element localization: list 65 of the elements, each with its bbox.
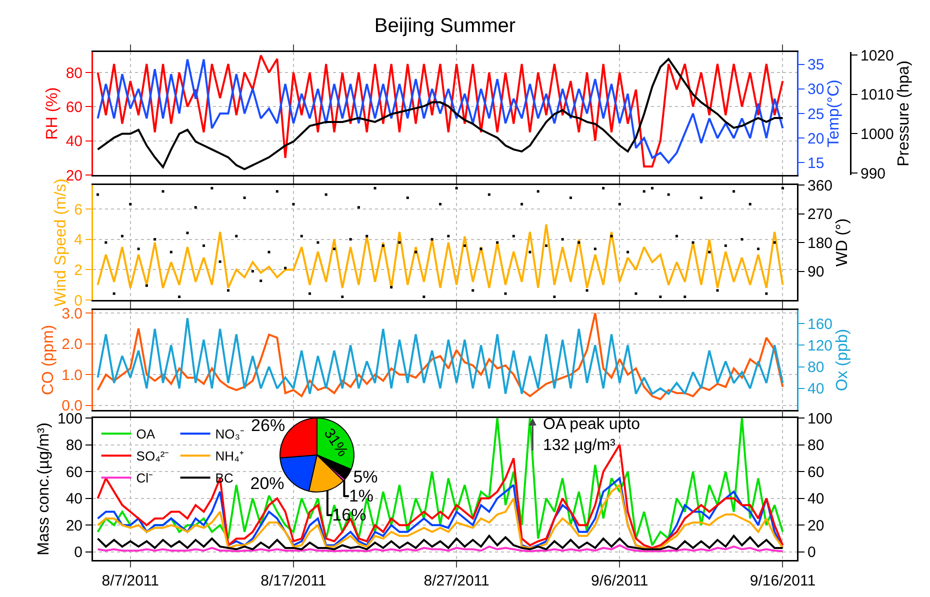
- y2-axis-title: Ox (ppb): [834, 328, 851, 392]
- y2-tick-label: 120: [808, 337, 833, 354]
- data-label: 5%: [353, 468, 378, 487]
- y-tick-label: 80: [66, 64, 82, 82]
- y2-tick-label: 20: [808, 517, 824, 534]
- y-tick-label: 40: [66, 133, 82, 150]
- y2-tick-label: 35: [808, 56, 824, 74]
- y2-tick-label: 270: [808, 206, 833, 223]
- y-tick-label: 60: [66, 464, 82, 481]
- data-label: 1%: [348, 486, 374, 506]
- legend-label: Cl⁻: [136, 470, 153, 486]
- data-label: 20%: [250, 474, 284, 493]
- line-series: [96, 418, 784, 546]
- y-tick-label: 2: [74, 262, 82, 279]
- y2-tick-label: 40: [808, 490, 824, 508]
- data-label: 26%: [251, 416, 286, 436]
- y2-tick-label: 180: [808, 234, 833, 252]
- y-axis-title: CO (ppm): [40, 324, 57, 396]
- y-tick-label: 0: [74, 544, 82, 562]
- y2-tick-label: 60: [808, 464, 824, 481]
- y2-tick-label: 20: [808, 130, 824, 148]
- y3-tick-label: 1010: [860, 86, 894, 104]
- y-axis-title: Mass conc.(µg/m³): [36, 422, 53, 556]
- x-tick-label: 9/16/2011: [750, 572, 816, 590]
- y3-tick-label: 1000: [860, 126, 894, 143]
- y2-tick-label: 30: [808, 81, 824, 98]
- y-tick-label: 80: [66, 437, 82, 454]
- legend-label: OA: [136, 426, 156, 442]
- y2-tick-label: 0: [808, 544, 816, 562]
- y-tick-label: 4: [74, 232, 82, 249]
- y-tick-label: 40: [66, 490, 82, 508]
- y3-axis-title: Pressure (hpa): [895, 60, 912, 166]
- y3-tick-label: 990: [860, 165, 886, 182]
- y2-axis-title: WD (°): [834, 218, 851, 267]
- legend-label: NH₄⁺: [215, 448, 244, 464]
- x-tick-label: 8/17/2011: [260, 572, 326, 590]
- legend-label: SO₄²⁻: [136, 448, 169, 464]
- y2-tick-label: 90: [808, 264, 824, 280]
- x-tick-label: 8/7/2011: [102, 572, 160, 590]
- y-tick-label: 6: [74, 201, 82, 218]
- y2-tick-label: 80: [808, 437, 824, 454]
- y2-tick-label: 15: [808, 154, 824, 172]
- y-tick-label: 60: [66, 98, 82, 116]
- y-axis-title: RH (%): [44, 87, 61, 140]
- y2-tick-label: 80: [808, 359, 824, 376]
- y-tick-label: 100: [57, 410, 82, 428]
- y2-tick-label: 40: [808, 380, 824, 398]
- y2-tick-label: 360: [808, 177, 833, 194]
- line-series: [96, 534, 784, 550]
- y-tick-label: 20: [66, 517, 82, 534]
- legend-label: BC: [215, 470, 234, 486]
- line-series: [96, 544, 784, 552]
- y2-tick-label: 100: [808, 410, 833, 428]
- chart-title: Beijing Summer: [374, 15, 516, 37]
- legend-label: NO₃⁻: [215, 426, 244, 442]
- y2-tick-label: 25: [808, 106, 824, 123]
- x-tick-label: 8/27/2011: [424, 572, 490, 590]
- y2-axis-title: Temp(°C): [826, 80, 843, 148]
- y-tick-label: 2.0: [62, 336, 82, 354]
- y2-tick-label: 160: [808, 316, 833, 333]
- line-series: [96, 223, 784, 289]
- y3-tick-label: 1020: [860, 47, 894, 64]
- annotation: OA peak upto 132 µg/m³: [543, 416, 640, 454]
- x-tick-label: 9/6/2011: [591, 572, 648, 590]
- y-tick-label: 1.0: [62, 366, 82, 384]
